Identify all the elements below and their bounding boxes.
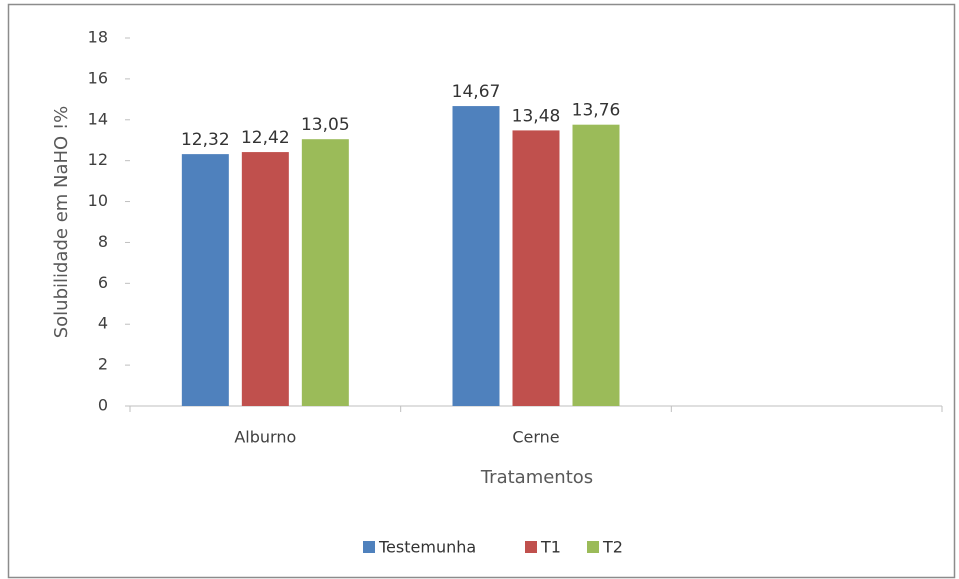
x-axis-title: Tratamentos	[480, 467, 593, 488]
x-tick-label: Alburno	[234, 428, 296, 447]
bar	[181, 154, 229, 406]
bar	[512, 130, 560, 407]
y-tick-label: 18	[88, 28, 108, 47]
data-label: 12,32	[181, 130, 230, 150]
y-tick-label: 16	[88, 68, 108, 87]
y-tick-label: 4	[98, 314, 108, 333]
y-tick-label: 6	[98, 273, 108, 292]
legend-swatch	[363, 541, 375, 553]
legend-label: Testemunha	[378, 538, 476, 557]
legend-swatch	[525, 541, 537, 553]
bar	[301, 139, 349, 406]
data-label: 13,76	[572, 101, 621, 121]
bar	[572, 124, 620, 406]
bar	[241, 152, 289, 406]
legend-swatch	[587, 541, 599, 553]
data-label: 13,05	[301, 115, 350, 135]
y-tick-label: 8	[98, 232, 108, 251]
bar	[452, 106, 500, 406]
y-tick-label: 2	[98, 355, 108, 374]
y-tick-label: 10	[88, 191, 108, 210]
legend-label: T1	[540, 538, 561, 557]
y-tick-label: 12	[88, 150, 108, 169]
y-tick-label: 0	[98, 396, 108, 415]
data-label: 13,48	[512, 106, 561, 126]
y-tick-label: 14	[88, 109, 108, 128]
data-label: 14,67	[452, 82, 501, 102]
x-tick-label: Cerne	[512, 428, 559, 447]
data-label: 12,42	[241, 128, 290, 148]
y-axis-title: Solubilidade em NaHO !%	[51, 106, 72, 339]
legend-label: T2	[602, 538, 623, 557]
